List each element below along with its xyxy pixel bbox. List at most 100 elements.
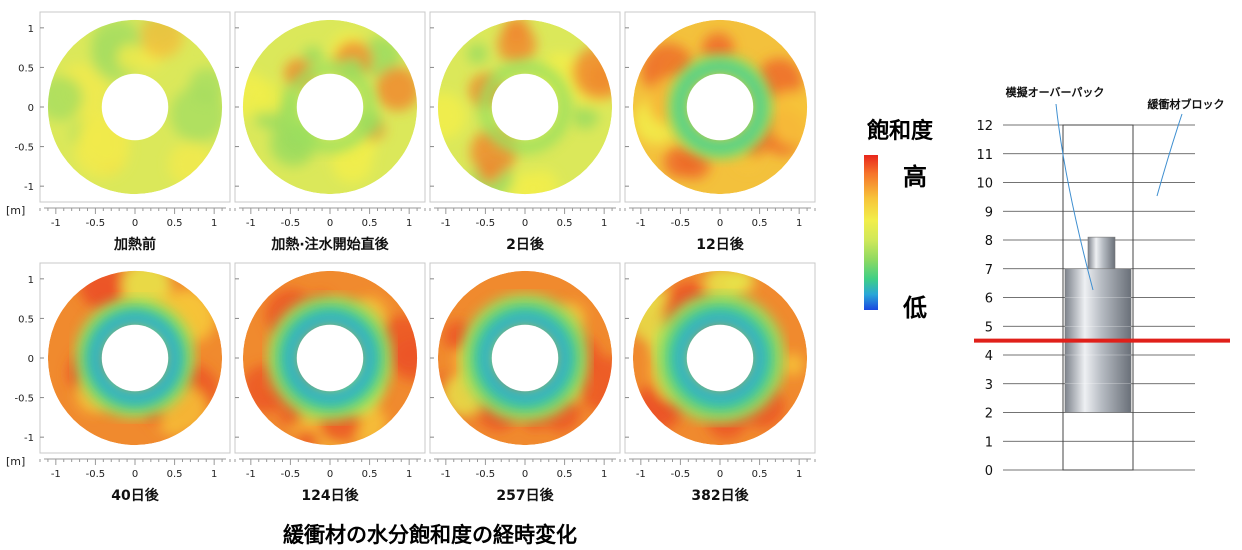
inner-hole [491,324,559,392]
x-tick-label: 1 [796,469,802,480]
x-tick-label: 1 [796,218,802,229]
saturation-panel: -1 -0.5 0 0.5 1 382日後 [624,262,816,504]
figure-title: 緩衝材の水分飽和度の経時変化 [283,523,577,547]
annotation-leader-overpack [1055,103,1094,291]
colorbar-high-label: 高 [903,163,927,191]
x-tick-label: 0 [327,469,333,480]
saturation-panels: 1 0.5 0 -0.5 -1 -1 -0.5 0 0.5 1 [m] 加熱前 -1 -0.5 0 0.5 1 加… [6,11,816,504]
diagram-y-tick-label: 8 [985,234,993,249]
x-tick-label: 0.5 [557,218,573,229]
panel-label: 40日後 [111,487,159,504]
saturation-panel: 1 0.5 0 -0.5 -1 -1 -0.5 0 0.5 1 [m] 40日後 [6,262,231,504]
x-tick-label: -1 [441,218,451,229]
diagram-y-tick-label: 7 [985,263,993,278]
saturation-field [632,19,808,195]
saturation-panel: -1 -0.5 0 0.5 1 12日後 [624,11,816,253]
inner-hole [686,73,754,141]
panel-label: 257日後 [496,487,554,504]
x-tick-label: 0.5 [362,469,378,480]
x-tick-label: 1 [601,218,607,229]
y-tick-label: -0.5 [14,143,34,154]
x-tick-label: -0.5 [671,469,691,480]
y-tick-label: 0 [28,103,34,114]
x-tick-label: -1 [636,469,646,480]
x-tick-label: 0 [327,218,333,229]
x-tick-label: 0 [717,469,723,480]
colorbar-low-label: 低 [902,294,927,322]
colorbar-title: 飽和度 [866,118,934,144]
saturation-panel: 1 0.5 0 -0.5 -1 -1 -0.5 0 0.5 1 [m] 加熱前 [6,11,231,253]
x-tick-label: -1 [51,218,61,229]
x-tick-label: 0.5 [167,218,183,229]
saturation-field [632,270,808,446]
x-tick-label: 0.5 [752,469,768,480]
diagram-y-tick-label: 9 [985,205,993,220]
panel-label: 加熱·注水開始直後 [270,236,389,253]
annotation-leader-buffer [1156,113,1183,197]
x-tick-label: 1 [211,218,217,229]
buffer-block-column [1062,124,1134,471]
x-tick-label: 0.5 [557,469,573,480]
axis-unit-label: [m] [6,204,25,217]
axis-unit-label: [m] [6,455,25,468]
x-tick-label: 0 [132,218,138,229]
panel-label: 2日後 [506,236,545,253]
x-tick-label: -0.5 [86,218,106,229]
x-tick-label: 0 [522,218,528,229]
y-tick-label: 0.5 [18,63,34,74]
inner-hole [101,324,169,392]
overpack-top [1087,236,1116,270]
y-tick-label: 0.5 [18,314,34,325]
diagram-y-tick-label: 1 [985,435,993,450]
panel-label: 124日後 [301,487,359,504]
x-tick-label: 0 [717,218,723,229]
diagram-y-tick-label: 4 [985,349,993,364]
inner-hole [296,73,364,141]
inner-hole [296,324,364,392]
inner-hole [101,73,169,141]
inner-hole [491,73,559,141]
x-tick-label: 1 [211,469,217,480]
annotation-buffer-block: 緩衝材ブロック [1148,97,1225,111]
panel-label: 382日後 [691,487,749,504]
x-tick-label: 0.5 [167,469,183,480]
x-tick-label: -1 [636,218,646,229]
colorbar-gradient [864,155,878,310]
x-tick-label: 1 [406,469,412,480]
diagram-y-tick-label: 3 [985,378,993,393]
diagram-y-tick-label: 6 [985,292,993,307]
x-tick-label: 0 [522,469,528,480]
panel-label: 12日後 [696,236,744,253]
saturation-panel: -1 -0.5 0 0.5 1 124日後 [234,262,426,504]
saturation-field [242,270,418,446]
diagram-y-tick-label: 11 [976,148,993,163]
diagram-y-tick-label: 0 [985,464,993,479]
x-tick-label: -1 [246,218,256,229]
x-tick-label: -0.5 [476,469,496,480]
x-tick-label: 0 [132,469,138,480]
saturation-field [242,19,418,195]
y-tick-label: 1 [28,275,34,286]
saturation-panel: -1 -0.5 0 0.5 1 2日後 [429,11,621,253]
diagram-y-tick-label: 12 [976,119,993,134]
x-tick-label: -0.5 [281,469,301,480]
saturation-panel: -1 -0.5 0 0.5 1 加熱·注水開始直後 [234,11,426,253]
x-tick-label: -1 [246,469,256,480]
colorbar-legend: 飽和度 高 低 [864,118,934,322]
y-tick-label: -1 [24,433,34,444]
x-tick-label: -0.5 [281,218,301,229]
x-tick-label: -0.5 [476,218,496,229]
x-tick-label: -0.5 [671,218,691,229]
y-tick-label: 1 [28,24,34,35]
inner-hole [686,324,754,392]
diagram-y-tick-label: 10 [976,177,993,192]
diagram-y-tick-label: 5 [985,320,993,335]
x-tick-label: 1 [406,218,412,229]
saturation-panel: -1 -0.5 0 0.5 1 257日後 [429,262,621,504]
x-tick-label: -0.5 [86,469,106,480]
diagram-y-tick-label: 2 [985,407,993,422]
annotation-overpack: 模擬オーバーパック [1006,85,1105,99]
x-tick-label: -1 [51,469,61,480]
